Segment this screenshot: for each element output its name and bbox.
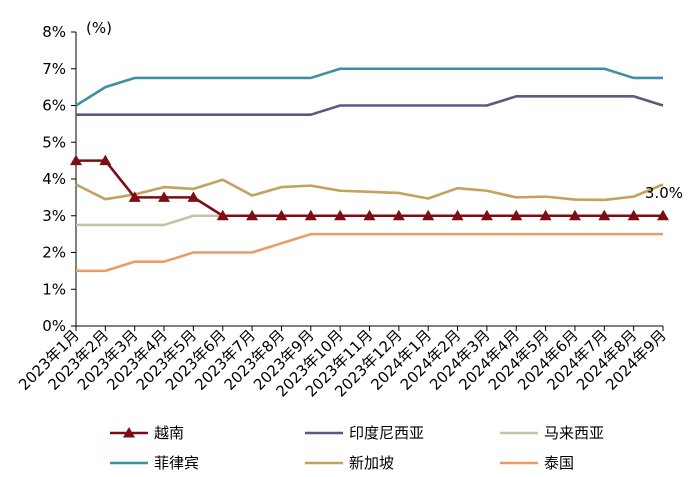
data-point — [128, 191, 141, 202]
data-point — [539, 209, 552, 221]
data-point — [334, 209, 347, 221]
data-point — [304, 209, 317, 221]
legend-item: 印度尼西亚 — [305, 424, 424, 442]
y-tick-label: 3% — [42, 207, 66, 225]
data-point — [598, 209, 611, 221]
legend-label: 印度尼西亚 — [349, 424, 424, 442]
legend-item: 越南 — [110, 424, 184, 442]
data-point — [422, 209, 435, 221]
series-越南 — [70, 154, 669, 221]
y-tick-label: 7% — [42, 60, 66, 78]
annotation-layer: 3.0% — [645, 184, 683, 202]
series-line — [75, 178, 664, 202]
legend-label: 越南 — [154, 424, 184, 442]
data-point — [392, 209, 405, 221]
series-line — [76, 232, 663, 273]
data-point — [246, 209, 259, 221]
series-泰国 — [76, 232, 663, 273]
y-tick-label: 5% — [42, 133, 66, 151]
legend-marker — [123, 427, 135, 438]
y-tick-label: 6% — [42, 97, 66, 115]
y-tick-label: 8% — [42, 23, 66, 41]
legend-label: 新加坡 — [349, 454, 394, 472]
y-tick-label: 1% — [42, 280, 66, 298]
data-point — [480, 209, 493, 221]
x-ticks: 2023年1月2023年2月2023年3月2023年4月2023年5月2023年… — [15, 326, 670, 401]
y-tick-label: 0% — [42, 317, 66, 335]
y-tick-label: 2% — [42, 244, 66, 262]
data-point — [451, 209, 464, 221]
legend-label: 马来西亚 — [544, 424, 604, 442]
data-point — [99, 154, 112, 166]
legend-item: 新加坡 — [305, 454, 394, 472]
series-印度尼西亚 — [76, 95, 664, 116]
data-point — [510, 209, 523, 221]
series-菲律宾 — [75, 67, 663, 107]
data-point — [216, 209, 229, 221]
y-unit-label: (%) — [86, 19, 112, 37]
data-point — [363, 209, 376, 221]
data-point — [158, 191, 171, 202]
y-ticks: 0% 1% 2% 3% 4% 5% 6% 7% 8% — [42, 23, 76, 335]
legend-item: 菲律宾 — [110, 454, 199, 472]
series-新加坡 — [75, 178, 664, 202]
series-line — [75, 67, 663, 107]
series-line — [76, 95, 664, 116]
legend-label: 泰国 — [544, 454, 574, 472]
data-point — [70, 154, 82, 166]
legend-label: 菲律宾 — [154, 454, 199, 472]
legend-item: 泰国 — [500, 454, 574, 472]
data-point — [568, 209, 581, 221]
legend-item: 马来西亚 — [500, 424, 604, 442]
data-point — [627, 209, 640, 221]
data-label: 3.0% — [645, 184, 683, 202]
axes — [75, 32, 663, 327]
data-point — [657, 209, 669, 221]
data-point — [275, 209, 288, 221]
y-tick-label: 4% — [42, 170, 66, 188]
data-point — [187, 191, 200, 202]
series-layer — [70, 67, 669, 273]
